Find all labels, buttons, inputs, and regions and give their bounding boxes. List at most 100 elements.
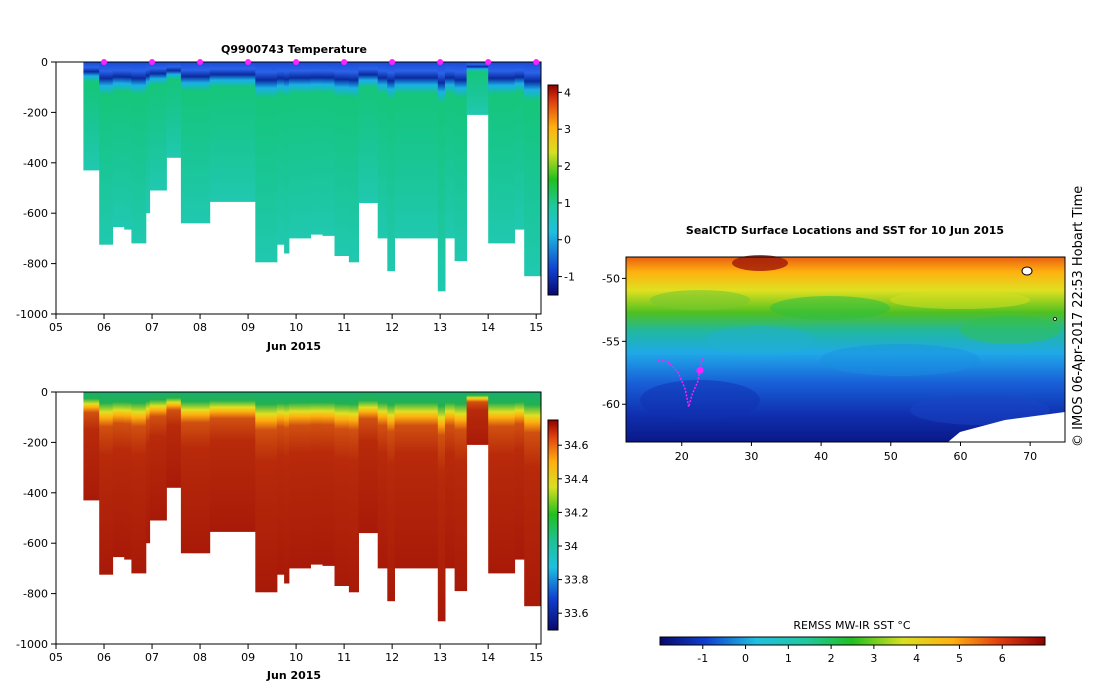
colorbar-tick-label: 34.2 — [564, 506, 589, 519]
profile-column — [145, 62, 151, 214]
profile-column — [145, 392, 151, 544]
profile-marker — [485, 59, 492, 65]
lon-tick-label: 70 — [1023, 450, 1037, 463]
profile-column — [394, 62, 407, 239]
profile-marker — [533, 59, 540, 65]
profile-marker — [149, 59, 156, 65]
sst-colorbar-tick-label: 2 — [828, 652, 835, 665]
salinity-x-label: Jun 2015 — [266, 669, 321, 682]
map-longitude-axis: 20 30 40 50 60 70 — [675, 442, 1037, 463]
temperature-x-axis: 05 06 07 08 09 10 11 12 13 14 15 — [49, 314, 543, 334]
map-title: SealCTD Surface Locations and SST for 10… — [686, 224, 1004, 237]
x-tick-label: 15 — [529, 651, 543, 664]
salinity-colorbar — [547, 419, 559, 631]
profile-marker — [293, 59, 300, 65]
y-tick-label: -800 — [23, 258, 48, 271]
colorbar-tick-label: 34.6 — [564, 439, 589, 452]
profile-column — [124, 62, 132, 230]
profile-column — [284, 62, 290, 254]
x-tick-label: 07 — [145, 651, 159, 664]
sst-colorbar-label: REMSS MW-IR SST °C — [793, 619, 911, 632]
profile-column — [454, 392, 468, 592]
profile-markers — [101, 59, 540, 65]
y-tick-label: -600 — [23, 537, 48, 550]
profile-column — [276, 392, 285, 575]
x-tick-label: 08 — [193, 651, 207, 664]
profile-column — [466, 392, 480, 445]
sst-colorbar-tick-label: 0 — [742, 652, 749, 665]
y-tick-label: -1000 — [16, 308, 48, 321]
x-tick-label: 13 — [433, 321, 447, 334]
temperature-heatmap — [83, 62, 542, 292]
profile-column — [131, 392, 140, 574]
profile-column — [418, 392, 429, 569]
profile-column — [209, 392, 223, 532]
x-tick-label: 11 — [337, 321, 351, 334]
temperature-x-label: Jun 2015 — [266, 340, 321, 353]
profile-column — [83, 62, 100, 171]
profile-column — [243, 62, 256, 202]
profile-column — [310, 62, 323, 235]
salinity-colorbar-ticks: 34.6 34.4 34.2 34 33.8 33.6 — [558, 439, 589, 620]
profile-column — [322, 62, 335, 236]
profile-column — [264, 62, 278, 263]
lat-tick-label: -60 — [602, 398, 620, 411]
profile-column — [288, 62, 299, 239]
profile-column — [99, 392, 114, 575]
profile-column — [124, 392, 132, 560]
y-tick-label: 0 — [41, 56, 48, 69]
profile-column — [221, 62, 237, 202]
x-tick-label: 07 — [145, 321, 159, 334]
y-tick-label: -400 — [23, 157, 48, 170]
lon-tick-label: 20 — [675, 450, 689, 463]
colorbar-tick-label: 3 — [564, 123, 571, 136]
sst-colorbar-tick-label: 3 — [870, 652, 877, 665]
profile-column — [437, 62, 446, 292]
profile-column — [466, 62, 480, 115]
profile-column — [264, 392, 278, 593]
profile-column — [358, 392, 369, 534]
profile-column — [387, 62, 395, 272]
profile-column — [180, 392, 199, 554]
lon-tick-label: 30 — [744, 450, 758, 463]
profile-column — [377, 62, 388, 239]
profile-column — [334, 62, 350, 256]
profile-column — [310, 392, 323, 565]
salinity-section-plot: 0 -200 -400 -600 -800 -1000 05 06 07 08 09 10 11 12 1… — [16, 386, 588, 682]
profile-column — [276, 62, 285, 245]
y-tick-label: -200 — [23, 436, 48, 449]
profile-column — [334, 392, 350, 586]
y-tick-label: -200 — [23, 106, 48, 119]
profile-column — [418, 62, 429, 239]
profile-column — [288, 392, 299, 569]
profile-column — [236, 392, 244, 532]
colorbar-tick-label: 34.4 — [564, 473, 589, 486]
sst-colorbar-tick-label: -1 — [697, 652, 708, 665]
profile-marker — [101, 59, 108, 65]
x-tick-label: 10 — [289, 321, 303, 334]
profile-column — [478, 392, 489, 445]
profile-column — [524, 392, 532, 607]
seal-track-line — [657, 357, 704, 408]
profile-column — [149, 62, 167, 191]
lat-tick-label: -50 — [602, 272, 620, 285]
x-tick-label: 09 — [241, 321, 255, 334]
profile-column — [149, 392, 167, 521]
profile-column — [284, 392, 290, 584]
profile-column — [209, 62, 223, 202]
colorbar-tick-label: 0 — [564, 234, 571, 247]
sst-colorbar-tick-label: 6 — [999, 652, 1006, 665]
sst-texture — [640, 255, 1060, 425]
profile-column — [524, 62, 532, 277]
island-icon — [1021, 266, 1057, 321]
sst-colorbar-tick-label: 1 — [785, 652, 792, 665]
profile-column — [502, 392, 516, 574]
temperature-colorbar-ticks: 4 3 2 1 0 -1 — [558, 86, 575, 284]
temperature-y-axis: 0 -200 -400 -600 -800 -1000 — [16, 56, 56, 321]
current-location-marker — [696, 366, 704, 374]
salinity-heatmap — [83, 392, 542, 622]
sst-colorbar-ticks: -1 0 1 2 3 4 5 6 — [697, 645, 1006, 665]
temperature-section-plot: Q9900743 Temperature 0 -200 -400 -600 -800 -1… — [16, 43, 575, 353]
y-tick-label: -1000 — [16, 638, 48, 651]
